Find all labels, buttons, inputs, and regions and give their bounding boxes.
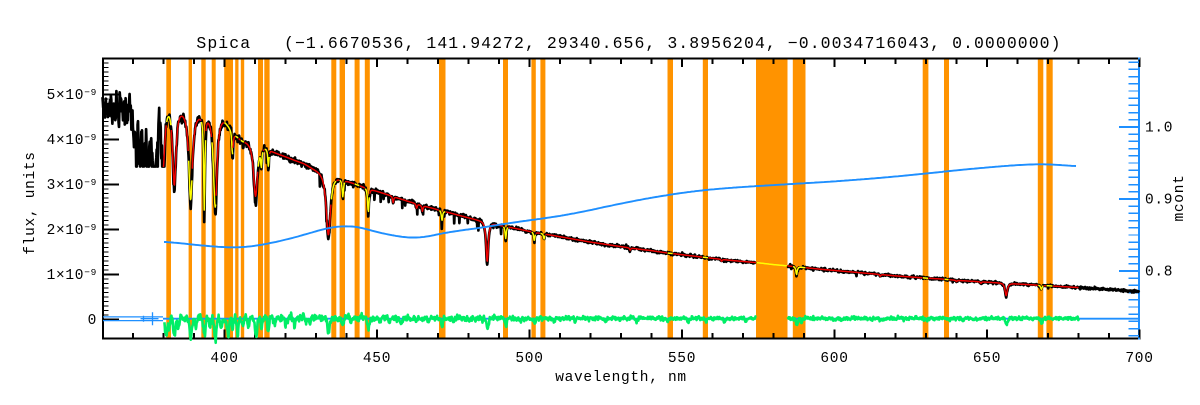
svg-text:650: 650 [973,351,1001,367]
svg-text:wavelength, nm: wavelength, nm [555,370,687,386]
svg-text:450: 450 [363,351,391,367]
svg-text:5×10−9: 5×10−9 [47,87,97,104]
svg-text:400: 400 [210,351,238,367]
svg-text:mcont: mcont [1172,174,1188,221]
svg-text:550: 550 [668,351,696,367]
svg-text:1.0: 1.0 [1145,121,1173,137]
svg-text:4×10−9: 4×10−9 [47,132,97,149]
svg-text:flux, units: flux, units [23,151,39,254]
svg-text:0.8: 0.8 [1145,265,1173,281]
svg-text:2×10−9: 2×10−9 [47,222,97,239]
svg-text:500: 500 [515,351,543,367]
svg-text:0: 0 [88,313,97,329]
svg-text:Spica (−1.6670536, 141.94272: Spica (−1.6670536, 141.94272, 29340.656,… [196,34,1061,53]
svg-text:700: 700 [1125,351,1153,367]
svg-text:600: 600 [820,351,848,367]
svg-text:3×10−9: 3×10−9 [47,177,97,194]
svg-text:0.9: 0.9 [1145,193,1173,209]
svg-text:1×10−9: 1×10−9 [47,267,97,284]
